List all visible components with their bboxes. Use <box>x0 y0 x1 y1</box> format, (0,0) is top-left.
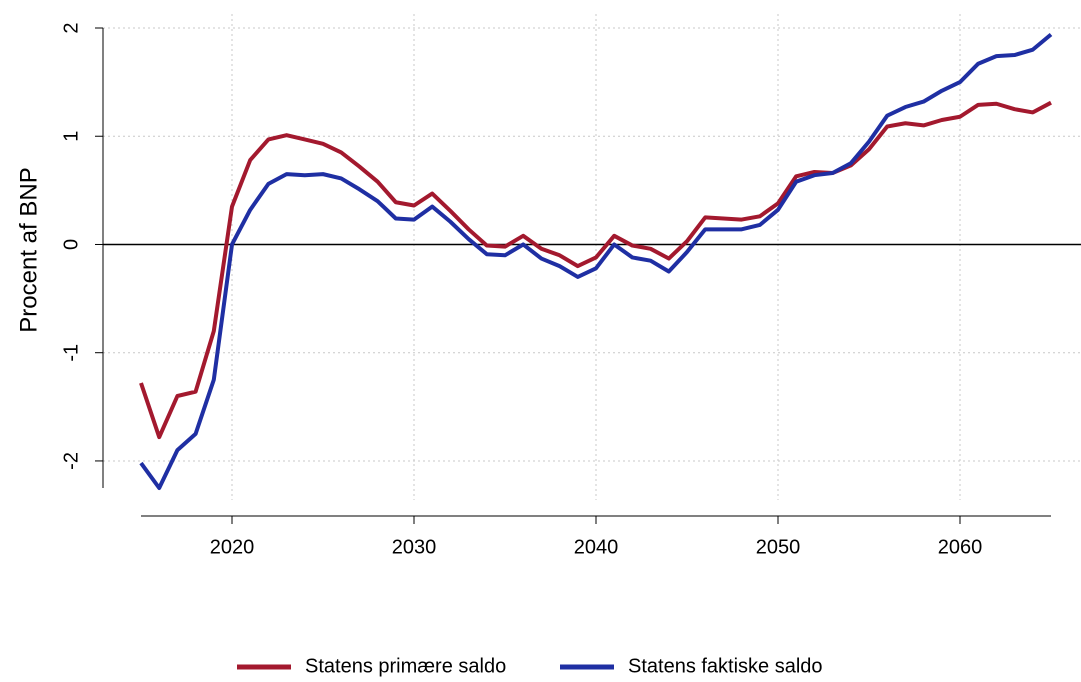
series-line <box>139 32 1053 490</box>
x-tick-label: 2030 <box>392 536 437 558</box>
y-tick-label: 2 <box>60 22 82 33</box>
x-tick-label: 2060 <box>938 536 983 558</box>
y-tick-label: -1 <box>60 344 82 362</box>
legend-label: Statens primære saldo <box>305 655 506 677</box>
x-tick-label: 2020 <box>210 536 255 558</box>
legend-label: Statens faktiske saldo <box>628 655 823 677</box>
y-tick-label: -2 <box>60 452 82 470</box>
y-tick-label: 0 <box>60 239 82 250</box>
series-line <box>139 100 1052 440</box>
y-tick-label: 1 <box>60 131 82 142</box>
x-tick-label: 2040 <box>574 536 619 558</box>
x-tick-label: 2050 <box>756 536 801 558</box>
y-axis-title: Procent af BNP <box>15 167 42 332</box>
